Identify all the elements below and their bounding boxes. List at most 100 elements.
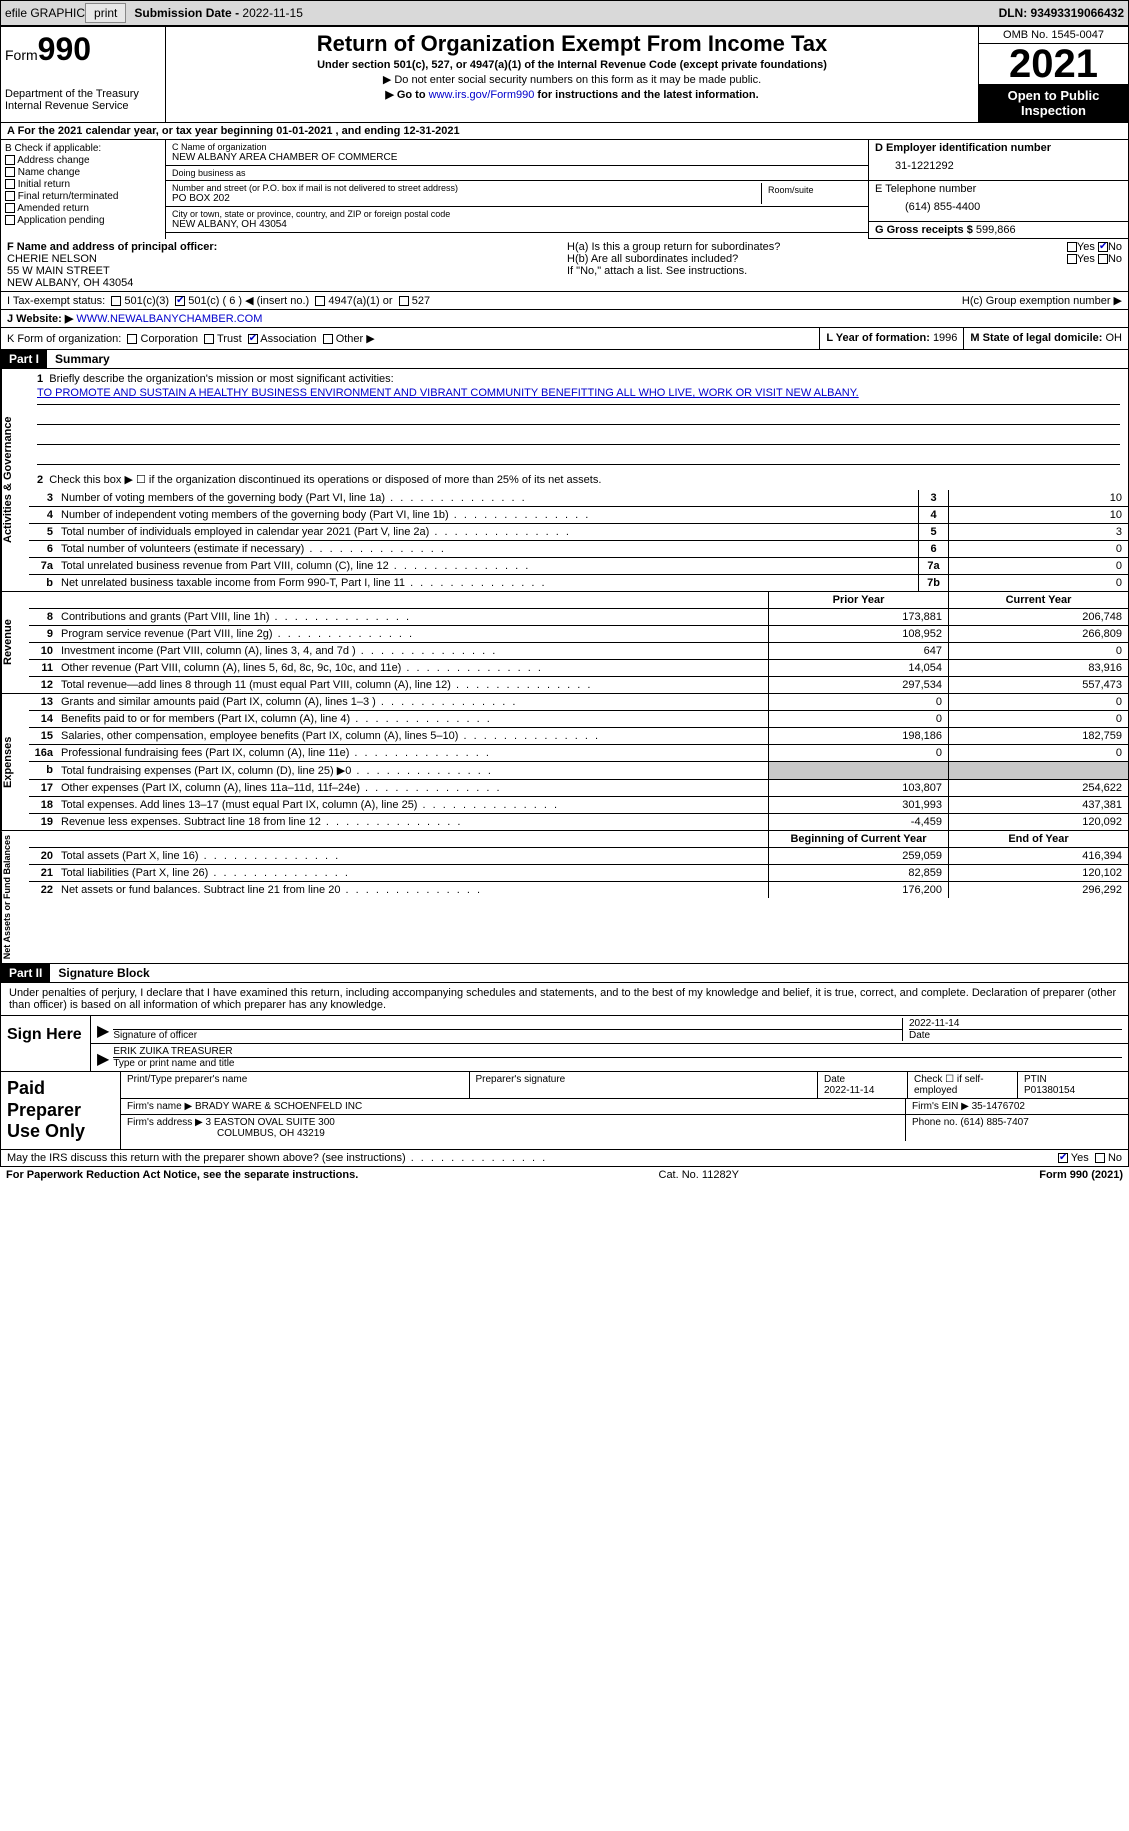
footer-left: For Paperwork Reduction Act Notice, see …: [6, 1169, 358, 1181]
rev-line-12: 12Total revenue—add lines 8 through 11 (…: [29, 677, 1128, 693]
col-c: C Name of organization NEW ALBANY AREA C…: [166, 140, 868, 239]
group-return: H(a) Is this a group return for subordin…: [561, 239, 1128, 291]
chk-amended-return[interactable]: Amended return: [5, 203, 161, 214]
row-a: A For the 2021 calendar year, or tax yea…: [0, 123, 1129, 140]
arrow-icon: ▶: [97, 1049, 109, 1069]
side-netassets: Net Assets or Fund Balances: [1, 831, 29, 963]
chk-corp[interactable]: [127, 334, 137, 344]
part1-revenue: Revenue Prior YearCurrent Year 8Contribu…: [0, 592, 1129, 694]
gov-line-6: 6Total number of volunteers (estimate if…: [29, 541, 1128, 558]
col-b: B Check if applicable: Address change Na…: [1, 140, 166, 239]
net-line-22: 22Net assets or fund balances. Subtract …: [29, 882, 1128, 898]
col-b-header: B Check if applicable:: [5, 143, 161, 154]
net-line-21: 21Total liabilities (Part X, line 26)82,…: [29, 865, 1128, 882]
street-address: PO BOX 202: [172, 193, 761, 204]
chk-501c3[interactable]: [111, 296, 121, 306]
form-header: Form990 Department of the Treasury Inter…: [0, 26, 1129, 123]
chk-name-change[interactable]: Name change: [5, 167, 161, 178]
part1-expenses: Expenses 13Grants and similar amounts pa…: [0, 694, 1129, 831]
footer-catno: Cat. No. 11282Y: [659, 1169, 740, 1181]
state-domicile: M State of legal domicile: OH: [964, 328, 1128, 349]
top-bar: efile GRAPHIC print Submission Date - 20…: [0, 0, 1129, 26]
header-right: OMB No. 1545-0047 2021 Open to Public In…: [978, 27, 1128, 122]
side-revenue: Revenue: [1, 592, 29, 693]
rev-line-8: 8Contributions and grants (Part VIII, li…: [29, 609, 1128, 626]
row-k: K Form of organization: Corporation Trus…: [0, 328, 1129, 350]
year-formation: L Year of formation: 1996: [820, 328, 964, 349]
gross-cell: G Gross receipts $ 599,866: [869, 222, 1128, 239]
subtitle-2: ▶ Do not enter social security numbers o…: [170, 73, 974, 86]
revenue-header: Prior YearCurrent Year: [29, 592, 1128, 609]
gov-line-4: 4Number of independent voting members of…: [29, 507, 1128, 524]
principal-officer: F Name and address of principal officer:…: [1, 239, 561, 291]
exp-line-18: 18Total expenses. Add lines 13–17 (must …: [29, 797, 1128, 814]
chk-address-change[interactable]: Address change: [5, 155, 161, 166]
row-fh: F Name and address of principal officer:…: [0, 239, 1129, 292]
net-line-20: 20Total assets (Part X, line 16)259,0594…: [29, 848, 1128, 865]
org-name-cell: C Name of organization NEW ALBANY AREA C…: [166, 140, 868, 166]
chk-discuss-no[interactable]: [1095, 1153, 1105, 1163]
irs-link[interactable]: www.irs.gov/Form990: [429, 89, 535, 101]
part1-netassets: Net Assets or Fund Balances Beginning of…: [0, 831, 1129, 964]
subtitle-1: Under section 501(c), 527, or 4947(a)(1)…: [170, 59, 974, 71]
mission-text: TO PROMOTE AND SUSTAIN A HEALTHY BUSINES…: [37, 387, 859, 399]
chk-final-return[interactable]: Final return/terminated: [5, 191, 161, 202]
chk-discuss-yes[interactable]: [1058, 1153, 1068, 1163]
website-link[interactable]: WWW.NEWALBANYCHAMBER.COM: [76, 313, 262, 325]
gov-line-7a: 7aTotal unrelated business revenue from …: [29, 558, 1128, 575]
exp-line-17: 17Other expenses (Part IX, column (A), l…: [29, 780, 1128, 797]
ein-value: 31-1221292: [875, 154, 1122, 178]
part1-governance: Activities & Governance 1 Briefly descri…: [0, 369, 1129, 592]
chk-4947[interactable]: [315, 296, 325, 306]
chk-other[interactable]: [323, 334, 333, 344]
tax-year: 2021: [979, 44, 1128, 84]
print-button[interactable]: print: [85, 3, 126, 23]
row-j: J Website: ▶ WWW.NEWALBANYCHAMBER.COM: [0, 310, 1129, 328]
header-left: Form990 Department of the Treasury Inter…: [1, 27, 166, 122]
form-title: Return of Organization Exempt From Incom…: [170, 31, 974, 57]
rev-line-11: 11Other revenue (Part VIII, column (A), …: [29, 660, 1128, 677]
efile-label: efile GRAPHIC: [5, 6, 85, 20]
city-cell: City or town, state or province, country…: [166, 207, 868, 233]
exp-line-15: 15Salaries, other compensation, employee…: [29, 728, 1128, 745]
row-i: I Tax-exempt status: 501(c)(3) 501(c) ( …: [0, 292, 1129, 310]
open-to-public: Open to Public Inspection: [979, 84, 1128, 122]
q2-block: 2 Check this box ▶ ☐ if the organization…: [29, 469, 1128, 490]
sign-here-block: Sign Here ▶ Signature of officer 2022-11…: [0, 1015, 1129, 1072]
signature-officer-row: ▶ Signature of officer 2022-11-14Date: [91, 1016, 1128, 1044]
tel-value: (614) 855-4400: [875, 195, 1122, 219]
rev-line-9: 9Program service revenue (Part VIII, lin…: [29, 626, 1128, 643]
page-footer: For Paperwork Reduction Act Notice, see …: [0, 1167, 1129, 1183]
sign-here-label: Sign Here: [1, 1016, 91, 1071]
name-title-row: ▶ ERIK ZUIKA TREASURERType or print name…: [91, 1044, 1128, 1071]
part2-header: Part IISignature Block: [0, 964, 1129, 983]
street-row: Number and street (or P.O. box if mail i…: [166, 181, 868, 207]
section-bcd: B Check if applicable: Address change Na…: [0, 140, 1129, 239]
netassets-header: Beginning of Current YearEnd of Year: [29, 831, 1128, 848]
discuss-row: May the IRS discuss this return with the…: [0, 1150, 1129, 1167]
exp-line-13: 13Grants and similar amounts paid (Part …: [29, 694, 1128, 711]
chk-501c[interactable]: [175, 296, 185, 306]
exp-line-19: 19Revenue less expenses. Subtract line 1…: [29, 814, 1128, 830]
dba-cell: Doing business as: [166, 166, 868, 181]
chk-initial-return[interactable]: Initial return: [5, 179, 161, 190]
subtitle-3: ▶ Go to www.irs.gov/Form990 for instruct…: [170, 88, 974, 101]
chk-assoc[interactable]: [248, 334, 258, 344]
chk-trust[interactable]: [204, 334, 214, 344]
gross-receipts: 599,866: [976, 224, 1016, 236]
signature-declaration: Under penalties of perjury, I declare th…: [0, 983, 1129, 1015]
preparer-row1: Print/Type preparer's name Preparer's si…: [121, 1072, 1128, 1099]
submission-date-label: Submission Date - 2022-11-15: [134, 6, 303, 20]
exp-line-b: bTotal fundraising expenses (Part IX, co…: [29, 762, 1128, 780]
chk-527[interactable]: [399, 296, 409, 306]
dln: DLN: 93493319066432: [999, 6, 1124, 20]
hc-group-exemption: H(c) Group exemption number ▶: [962, 294, 1122, 307]
exp-line-14: 14Benefits paid to or for members (Part …: [29, 711, 1128, 728]
gov-line-3: 3Number of voting members of the governi…: [29, 490, 1128, 507]
ein-cell: D Employer identification number 31-1221…: [869, 140, 1128, 181]
chk-application-pending[interactable]: Application pending: [5, 215, 161, 226]
tel-cell: E Telephone number (614) 855-4400: [869, 181, 1128, 222]
side-expenses: Expenses: [1, 694, 29, 830]
org-name: NEW ALBANY AREA CHAMBER OF COMMERCE: [172, 152, 862, 163]
firm-name-row: Firm's name ▶ BRADY WARE & SCHOENFELD IN…: [121, 1099, 1128, 1115]
